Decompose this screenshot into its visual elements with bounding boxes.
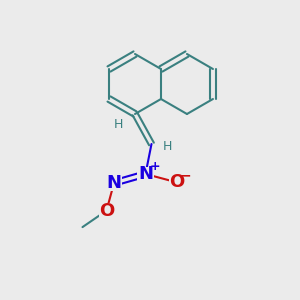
- FancyBboxPatch shape: [106, 176, 122, 190]
- FancyBboxPatch shape: [114, 120, 123, 129]
- FancyBboxPatch shape: [137, 167, 154, 182]
- Text: +: +: [149, 160, 160, 173]
- Text: O: O: [99, 202, 114, 220]
- Text: N: N: [138, 165, 153, 183]
- FancyBboxPatch shape: [169, 175, 184, 190]
- Text: H: H: [162, 140, 172, 154]
- Text: H: H: [114, 118, 123, 131]
- Text: −: −: [180, 169, 191, 183]
- Text: O: O: [169, 173, 184, 191]
- FancyBboxPatch shape: [99, 203, 114, 218]
- Text: N: N: [106, 174, 122, 192]
- FancyBboxPatch shape: [163, 142, 172, 152]
